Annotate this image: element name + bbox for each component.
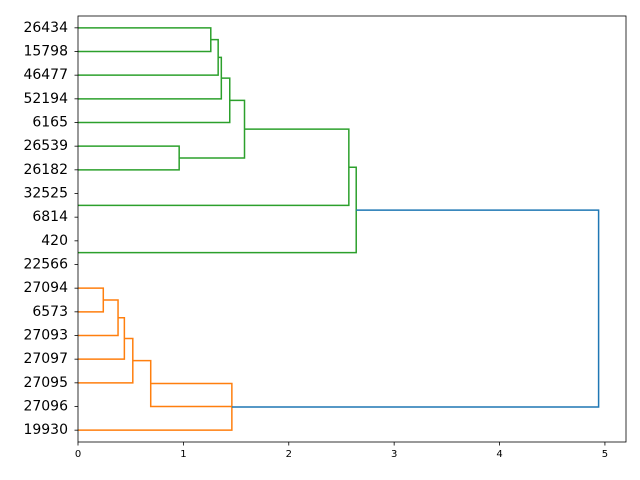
leaf-label: 19930 bbox=[23, 422, 68, 438]
x-tick-label: 2 bbox=[286, 449, 292, 460]
dendrogram-link bbox=[78, 128, 350, 207]
leaf-label: 6814 bbox=[32, 209, 68, 225]
leaf-label: 26539 bbox=[23, 138, 68, 154]
dendrogram-link bbox=[78, 56, 223, 100]
leaf-label: 6165 bbox=[32, 115, 68, 131]
dendrogram-link bbox=[78, 299, 119, 337]
leaf-label: 15798 bbox=[23, 44, 68, 60]
plot-background bbox=[78, 16, 626, 442]
dendrogram-link bbox=[78, 145, 180, 171]
leaf-label: 32525 bbox=[23, 186, 68, 202]
leaf-label: 27094 bbox=[23, 280, 68, 296]
leaf-label: 27097 bbox=[23, 351, 68, 367]
leaf-label: 26182 bbox=[23, 162, 68, 178]
leaf-label: 26434 bbox=[23, 20, 68, 36]
dendrogram-link bbox=[78, 166, 357, 254]
x-tick-label: 3 bbox=[391, 449, 397, 460]
plot-frame bbox=[77, 15, 627, 443]
x-tick-label: 1 bbox=[180, 449, 186, 460]
leaf-label: 420 bbox=[41, 233, 68, 249]
x-axis: 0 1 2 3 4 5 bbox=[75, 442, 608, 460]
dendrogram-link bbox=[78, 287, 105, 313]
leaf-label: 46477 bbox=[23, 67, 68, 83]
leaf-label: 27096 bbox=[23, 399, 68, 415]
x-tick-label: 5 bbox=[602, 449, 608, 460]
dendrogram-links bbox=[78, 27, 600, 431]
dendrogram-link bbox=[78, 317, 126, 360]
dendrogram-link bbox=[231, 209, 600, 408]
leaf-labels: 26434 15798 46477 52194 6165 26539 26182 32525 6… bbox=[23, 20, 78, 438]
x-tick-label: 0 bbox=[75, 449, 81, 460]
leaf-label: 22566 bbox=[23, 257, 68, 273]
leaf-label: 52194 bbox=[23, 91, 68, 107]
leaf-label: 6573 bbox=[32, 304, 68, 320]
leaf-label: 27093 bbox=[23, 328, 68, 344]
leaf-label: 27095 bbox=[23, 375, 68, 391]
x-tick-label: 4 bbox=[496, 449, 502, 460]
dendrogram-link bbox=[132, 359, 232, 408]
